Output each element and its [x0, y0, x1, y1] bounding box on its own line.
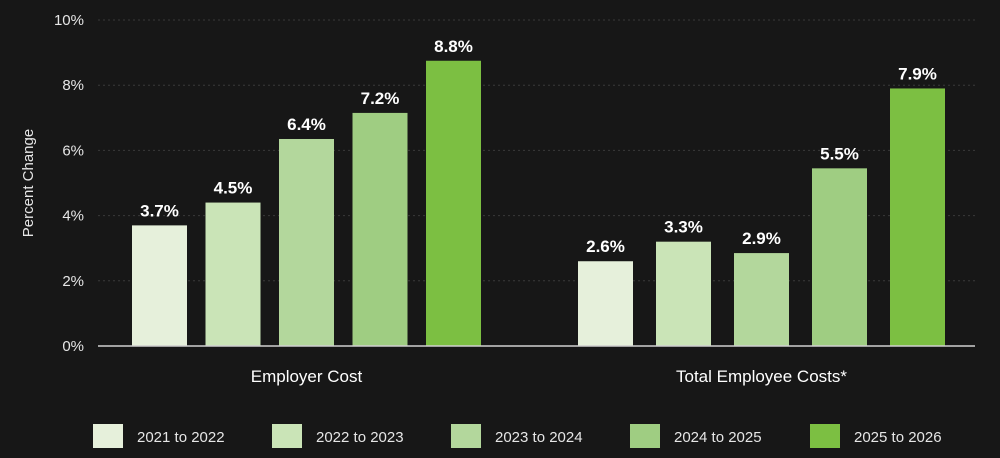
legend-label: 2023 to 2024	[495, 429, 583, 446]
legend-item: 2022 to 2023	[272, 424, 404, 448]
category-label: Total Employee Costs*	[676, 367, 847, 386]
bar-data-label: 2.9%	[742, 229, 781, 248]
legend-swatch	[451, 424, 481, 448]
bar-data-label: 3.7%	[140, 201, 179, 220]
bar	[132, 225, 187, 346]
legend-item: 2023 to 2024	[451, 424, 583, 448]
legend-label: 2021 to 2022	[137, 429, 225, 446]
bar	[426, 60, 481, 346]
y-tick-label: 2%	[62, 273, 84, 290]
legend-item: 2021 to 2022	[93, 424, 225, 448]
y-tick-label: 0%	[62, 338, 84, 355]
legend-item: 2025 to 2026	[810, 424, 942, 448]
bar	[890, 88, 945, 347]
bars: 3.7% 4.5% 6.4% 7.2% 8.8% 2.6% 3.3% 2.9% 5.5% 7.9%	[132, 37, 945, 347]
bar-data-label: 4.5%	[214, 179, 253, 198]
category-labels: Employer Cost Total Employee Costs*	[251, 367, 848, 386]
y-tick-label: 6%	[62, 142, 84, 159]
legend: 2021 to 2022 2022 to 2023 2023 to 2024 2024…	[93, 424, 942, 448]
bar	[578, 261, 633, 346]
bar-data-label: 8.8%	[434, 37, 473, 56]
legend-label: 2022 to 2023	[316, 429, 404, 446]
y-tick-label: 8%	[62, 77, 84, 94]
bar	[734, 253, 789, 346]
bar	[279, 138, 334, 346]
bar-data-label: 7.9%	[898, 64, 937, 83]
bar-data-label: 7.2%	[361, 89, 400, 108]
y-tick-label: 10%	[54, 12, 84, 29]
legend-label: 2024 to 2025	[674, 429, 762, 446]
y-tick-label: 4%	[62, 208, 84, 225]
legend-item: 2024 to 2025	[630, 424, 762, 448]
legend-swatch	[93, 424, 123, 448]
bar-data-label: 2.6%	[586, 237, 625, 256]
legend-swatch	[272, 424, 302, 448]
legend-swatch	[630, 424, 660, 448]
y-axis-title: Percent Change	[20, 129, 37, 237]
bar-data-label: 5.5%	[820, 144, 859, 163]
bar	[812, 168, 867, 346]
legend-swatch	[810, 424, 840, 448]
category-label: Employer Cost	[251, 367, 363, 386]
bar	[352, 112, 408, 346]
bar-data-label: 3.3%	[664, 218, 703, 237]
bar-data-label: 6.4%	[287, 115, 326, 134]
bar	[656, 241, 711, 346]
legend-label: 2025 to 2026	[854, 429, 942, 446]
bar	[205, 202, 261, 346]
y-axis-ticks: 0% 2% 4% 6% 8% 10%	[54, 12, 84, 355]
